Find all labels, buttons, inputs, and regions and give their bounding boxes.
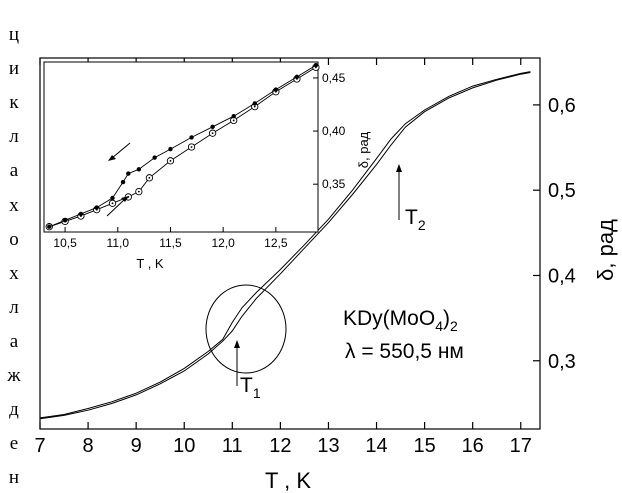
inset-x-tick-label: 11,5 (159, 236, 182, 250)
inset-point-filled (94, 205, 99, 210)
main-y-ticks: 0,3 0,4 0,5 0,6 (533, 95, 576, 373)
inset-heating-arrow-head (121, 196, 129, 202)
inset-y-tick-label: 0,40 (322, 124, 346, 138)
side-caption-letter: и (8, 58, 20, 80)
side-caption-letter: е (9, 433, 19, 455)
inset-y-tick-label: 0,45 (322, 71, 346, 85)
compound-post: ) (443, 307, 450, 330)
inset-point-filled (126, 171, 131, 176)
inset-point-filled (231, 113, 236, 119)
inset-point-filled (152, 155, 157, 160)
main-x-tick-label: 15 (413, 435, 435, 457)
inset-point-open-center (190, 146, 193, 148)
main-x-tick-label: 7 (34, 435, 45, 457)
inset-x-axis-label: T , K (136, 256, 164, 271)
inset-point-open-center (169, 159, 172, 162)
inset-plot: 10,5 11,0 11,5 12,0 12,5 0,350,400,45 T , K … (43, 61, 371, 271)
main-x-tick-label: 10 (173, 435, 195, 457)
inset-cooling-arrow-head (108, 155, 116, 161)
inset-y-ticks: 0,35 0,40 0,45 (313, 71, 346, 191)
inset-point-filled (136, 167, 142, 172)
inset-series-line (49, 66, 317, 228)
main-series-line (39, 72, 531, 420)
inset-x-tick-label: 11,0 (107, 236, 130, 250)
main-x-ticks: 7 8 9 10 11 12 13 14 15 16 17 (34, 58, 532, 457)
inset-point-open-center (232, 119, 235, 122)
side-caption-letter: л (9, 296, 19, 318)
main-series-line (39, 71, 531, 419)
main-y-tick-label: 0,4 (548, 265, 576, 287)
side-caption-letter: к (9, 92, 19, 114)
main-plot: 7 8 9 10 11 12 13 14 15 16 17 0,30,40,50,6 T , K δ… (34, 57, 618, 493)
main-y-tick-label: 0,5 (548, 180, 576, 202)
inset-point-open-center (253, 105, 256, 108)
wavelength-label: λ = 550,5 нм (345, 340, 464, 363)
inset-point-open-center (137, 190, 140, 193)
compound-pre: KDy(MoO (343, 307, 435, 330)
t2-label-main: T (405, 206, 418, 229)
inset-heating-arrow (106, 198, 126, 217)
main-y-axis-label: δ, рад (593, 219, 618, 281)
inset-point-filled (313, 62, 319, 68)
inset-series (45, 62, 320, 231)
side-caption-letter: х (9, 262, 19, 284)
compound-formula: KDy(MoO4)2 (343, 307, 458, 334)
compound-sub2: 2 (450, 318, 458, 334)
side-caption-letter: ж (7, 365, 21, 386)
inset-point-filled (120, 179, 126, 185)
main-x-tick-label: 11 (222, 435, 243, 457)
main-y-tick-label: 0,3 (548, 351, 576, 373)
main-x-tick-label: 12 (269, 435, 291, 457)
side-caption-letter: х (9, 194, 19, 216)
t1-label-sub: 1 (253, 385, 261, 401)
compound-sub1: 4 (435, 318, 443, 334)
main-x-tick-label: 8 (83, 435, 94, 457)
t1-label: T1 (240, 374, 261, 401)
inset-point-filled (47, 224, 52, 229)
main-x-axis-label: T , K (265, 468, 311, 493)
inset-point-open-center (111, 202, 114, 205)
inset-point-filled (294, 74, 300, 80)
inset-point-filled (273, 87, 279, 92)
main-plot-frame (39, 57, 541, 430)
t1-region-circle (205, 284, 287, 374)
side-caption-letter: ц (8, 24, 20, 45)
inset-x-tick-label: 12,5 (264, 236, 288, 250)
main-series (39, 71, 531, 420)
inset-point-filled (168, 146, 173, 152)
inset-plot-frame (43, 61, 319, 233)
main-y-tick-label: 0,6 (548, 95, 576, 117)
inset-point-filled (252, 101, 257, 106)
main-x-tick-label: 16 (462, 435, 484, 457)
side-caption-letter: о (9, 228, 19, 250)
main-x-tick-label: 14 (365, 435, 387, 457)
inset-point-filled (62, 218, 68, 223)
side-caption-letter: л (9, 126, 19, 148)
inset-point-filled (110, 195, 115, 201)
main-x-tick-label: 13 (317, 435, 339, 457)
inset-x-ticks: 10,5 11,0 11,5 12,0 12,5 (53, 227, 288, 250)
t1-arrow-head (234, 340, 240, 348)
side-caption-letter: н (8, 467, 20, 489)
inset-y-axis-label: δ, рад (356, 131, 371, 168)
t1-label-main: T (240, 374, 253, 397)
side-caption-letter: д (9, 399, 19, 421)
inset-point-open-center (148, 176, 151, 179)
inset-cooling-arrow (111, 142, 131, 159)
inset-x-tick-label: 10,5 (53, 236, 77, 250)
t2-arrow-head (396, 164, 402, 172)
inset-point-filled (78, 211, 84, 217)
inset-point-open-center (211, 132, 214, 135)
t2-label: T2 (405, 206, 426, 233)
inset-y-tick-label: 0,35 (322, 177, 346, 191)
side-caption-letter: а (9, 330, 19, 352)
inset-x-tick-label: 12,0 (211, 236, 235, 250)
main-x-tick-label: 9 (131, 435, 142, 457)
side-caption-letter: а (9, 160, 19, 182)
inset-point-filled (210, 124, 215, 130)
inset-point-filled (189, 135, 194, 140)
main-x-tick-label: 17 (510, 435, 532, 457)
t2-label-sub: 2 (418, 217, 426, 233)
